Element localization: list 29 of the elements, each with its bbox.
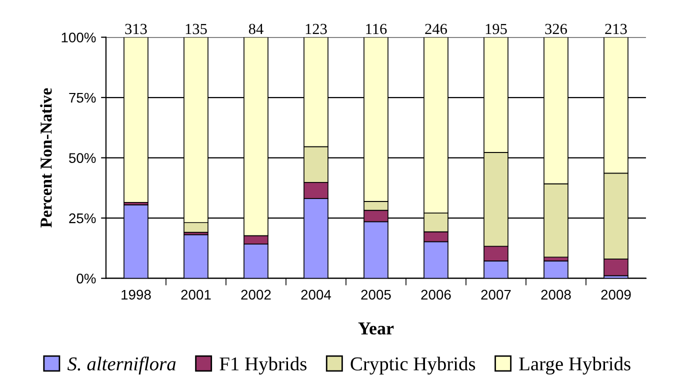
y-tick-label: 100% xyxy=(62,32,96,42)
x-tick-label: 2005 xyxy=(361,290,391,300)
x-tick-label: 2007 xyxy=(481,290,511,300)
y-tick-label: 25% xyxy=(69,213,96,224)
legend-label: Large Hybrids xyxy=(519,356,630,374)
legend-label: F1 Hybrids xyxy=(220,356,306,374)
annotation: 116 xyxy=(366,24,387,34)
x-axis-title: Year xyxy=(358,322,394,335)
annotation: 84 xyxy=(248,24,264,34)
x-tick-label: 2004 xyxy=(301,290,332,300)
x-tick-label: 2009 xyxy=(601,290,631,300)
legend-label: S. alterniflora xyxy=(67,356,176,374)
y-axis-title: Percent Non-Native xyxy=(40,88,52,228)
x-tick-label: 2008 xyxy=(541,290,571,300)
y-tick-label: 75% xyxy=(69,92,96,103)
annotation: 326 xyxy=(545,24,567,34)
annotation: 195 xyxy=(486,24,507,34)
annotation: 123 xyxy=(306,24,327,34)
annotation: 313 xyxy=(125,24,147,34)
annotation: 246 xyxy=(425,24,447,34)
y-tick-label: 0% xyxy=(76,274,96,284)
x-tick-label: 2001 xyxy=(181,290,211,300)
legend-label: Cryptic Hybrids xyxy=(350,356,476,374)
annotation: 213 xyxy=(605,24,627,34)
x-tick-label: 2002 xyxy=(241,290,271,300)
x-tick-label: 1998 xyxy=(122,290,151,300)
annotation: 135 xyxy=(186,24,207,34)
y-tick-label: 50% xyxy=(69,153,96,163)
x-tick-label: 2006 xyxy=(421,290,451,300)
